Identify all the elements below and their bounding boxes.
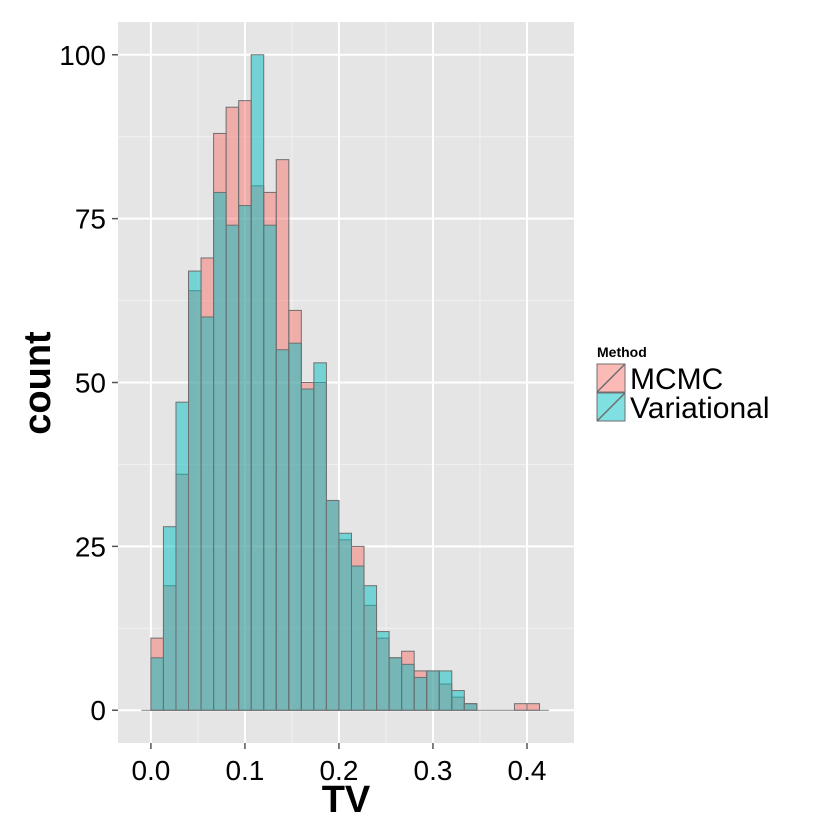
bar-variational	[313, 362, 327, 711]
bar-variational	[413, 676, 428, 711]
y-tick-label: 100	[59, 40, 106, 71]
bars	[141, 54, 549, 711]
legend-key-slash	[596, 392, 626, 422]
x-tick-label: 0.4	[508, 755, 547, 786]
bar-variational	[451, 690, 465, 711]
bar-variational	[376, 631, 390, 711]
bar-variational	[200, 316, 215, 711]
bar-variational	[150, 657, 164, 711]
bar-variational	[238, 205, 252, 711]
bar-variational	[426, 670, 440, 711]
legend-item-mcmc: MCMC	[596, 363, 723, 396]
bar-variational	[162, 526, 177, 711]
bar-variational	[225, 224, 240, 711]
series-variational	[150, 54, 478, 711]
bar-variational	[463, 703, 478, 711]
bar-variational	[188, 270, 202, 711]
bar-variational	[388, 657, 403, 711]
bar-mcmc	[526, 703, 541, 711]
bar-variational	[213, 191, 227, 711]
legend-key-slash	[596, 363, 626, 393]
bar-variational	[338, 532, 352, 711]
x-axis-title: TV	[322, 779, 371, 821]
bar-variational	[250, 54, 265, 711]
bar-variational	[275, 349, 290, 711]
y-axis-title: count	[17, 331, 59, 435]
bar-variational	[438, 670, 453, 711]
bar-variational	[175, 401, 190, 711]
bar-variational	[363, 585, 378, 711]
bar-variational	[263, 224, 277, 711]
x-tick-label: 0.1	[225, 755, 264, 786]
y-tick-label: 50	[75, 368, 106, 399]
y-tick-label: 25	[75, 531, 106, 562]
bar-variational	[288, 342, 302, 711]
bar-mcmc	[513, 703, 528, 711]
y-tick-label: 0	[90, 695, 106, 726]
x-tick-label: 0.3	[414, 755, 453, 786]
x-tick-label: 0.2	[319, 755, 358, 786]
x-axis-ticks: 0.0 0.1 0.2 0.3 0.4	[131, 743, 546, 786]
bar-variational	[300, 388, 315, 711]
bar-variational	[401, 663, 415, 711]
y-axis-ticks: 0 25 50 75 100	[59, 40, 118, 726]
bar-variational	[325, 499, 340, 711]
x-tick-label: 0.0	[131, 755, 170, 786]
legend-label: Variational	[630, 392, 770, 425]
legend-title: Method	[597, 344, 647, 360]
bar-variational	[350, 565, 365, 711]
legend-item-variational: Variational	[596, 392, 770, 425]
y-tick-label: 75	[75, 204, 106, 235]
legend-label: MCMC	[630, 363, 723, 396]
